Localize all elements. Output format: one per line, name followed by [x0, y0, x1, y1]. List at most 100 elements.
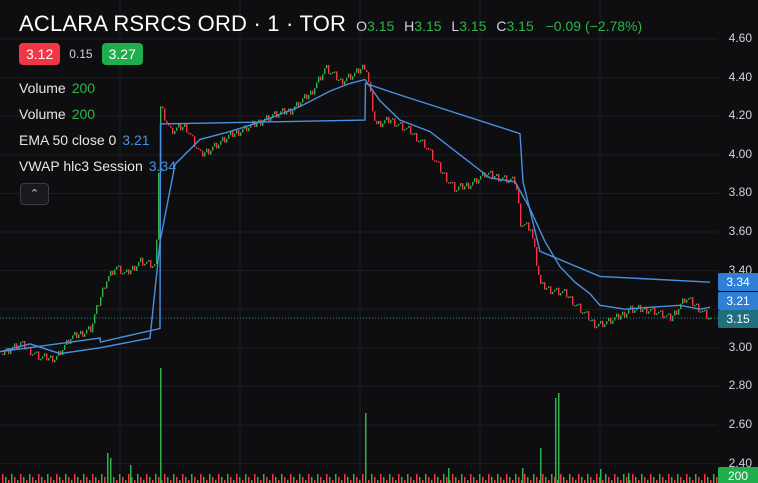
- volume-bar: [203, 477, 205, 483]
- volume-bar: [635, 477, 637, 483]
- spread-value: 0.15: [69, 47, 93, 61]
- candle: [110, 270, 112, 277]
- candle: [150, 259, 152, 268]
- legend-volume-1[interactable]: Volume 200: [19, 80, 95, 96]
- volume-price-label: 200: [718, 467, 758, 483]
- candle: [314, 88, 316, 95]
- candle: [536, 247, 538, 266]
- sell-button[interactable]: 3.12: [19, 43, 61, 65]
- candle: [496, 174, 498, 177]
- volume-bar: [98, 480, 100, 483]
- candle: [42, 356, 44, 359]
- candle: [474, 178, 476, 182]
- volume-bar: [665, 480, 667, 483]
- volume-bar: [500, 477, 502, 483]
- volume-bar: [647, 480, 649, 483]
- y-tick-label: 4.40: [728, 69, 752, 84]
- volume-bar: [128, 474, 130, 483]
- candle: [36, 351, 38, 353]
- candle: [624, 311, 626, 318]
- candle: [642, 309, 644, 313]
- volume-bar: [392, 477, 394, 483]
- candle: [638, 304, 640, 308]
- collapse-legend-button[interactable]: ⌃: [20, 183, 49, 205]
- volume-bar: [338, 477, 340, 483]
- candle: [162, 106, 164, 109]
- volume-bar: [212, 477, 214, 483]
- volume-bar: [17, 480, 19, 483]
- legend-label: Volume: [19, 106, 66, 122]
- volume-bar: [146, 474, 148, 483]
- buy-button[interactable]: 3.27: [101, 43, 143, 65]
- volume-bar: [614, 474, 616, 483]
- volume-bar: [41, 477, 43, 483]
- candle: [658, 311, 660, 314]
- candle: [662, 310, 664, 319]
- volume-bar: [44, 480, 46, 483]
- volume-bar: [341, 480, 343, 483]
- y-tick-label: 4.00: [728, 146, 752, 161]
- candle: [542, 282, 544, 284]
- candle: [686, 299, 688, 303]
- candle: [312, 90, 314, 95]
- candle: [158, 172, 160, 240]
- candle: [572, 296, 574, 306]
- volume-bar: [236, 474, 238, 483]
- volume-bar: [662, 477, 664, 483]
- volume-bar: [692, 480, 694, 483]
- volume-bar: [266, 477, 268, 483]
- legend-vwap[interactable]: VWAP hlc3 Session 3.34: [19, 158, 176, 174]
- volume-bar: [506, 474, 508, 483]
- volume-bar: [404, 480, 406, 483]
- legend-ema[interactable]: EMA 50 close 0 3.21: [19, 132, 150, 148]
- legend-value: 200: [71, 106, 96, 122]
- volume-bar: [386, 480, 388, 483]
- high-value: 3.15: [414, 18, 442, 34]
- high-label: H: [404, 18, 415, 34]
- candle: [492, 170, 494, 179]
- candle: [412, 133, 414, 136]
- candle: [288, 108, 290, 112]
- candle: [186, 123, 188, 133]
- volume-bar: [353, 474, 355, 483]
- candle: [390, 119, 392, 124]
- volume-bar: [587, 474, 589, 483]
- volume-bar: [380, 474, 382, 483]
- volume-bar: [194, 477, 196, 483]
- candle: [272, 114, 274, 118]
- y-tick-label: 2.80: [728, 378, 752, 393]
- candle: [46, 353, 48, 361]
- y-tick-label: 4.60: [728, 31, 752, 45]
- symbol-title[interactable]: ACLARA RSRCS ORD · 1 · TOR: [19, 11, 347, 36]
- candle: [646, 306, 648, 314]
- volume-bar: [182, 474, 184, 483]
- volume-bar: [569, 474, 571, 483]
- candle: [166, 120, 168, 124]
- candle: [584, 311, 586, 314]
- volume-bar: [437, 477, 439, 483]
- candle: [408, 126, 410, 128]
- volume-bar: [440, 480, 442, 483]
- volume-bar: [596, 474, 598, 483]
- volume-bar: [644, 477, 646, 483]
- volume-bar: [558, 393, 560, 483]
- candle: [226, 138, 228, 143]
- volume-bar: [479, 474, 481, 483]
- candle: [682, 298, 684, 304]
- candle: [676, 310, 678, 315]
- volume-bar: [593, 480, 595, 483]
- change-value: −0.09 (−2.78%): [545, 18, 643, 34]
- volume-bar: [659, 474, 661, 483]
- candle: [40, 358, 42, 361]
- volume-bar: [401, 477, 403, 483]
- volume-bar: [455, 477, 457, 483]
- legend-volume-2[interactable]: Volume 200: [19, 106, 95, 122]
- candle: [92, 323, 94, 333]
- candle: [238, 130, 240, 136]
- candle: [204, 152, 206, 157]
- candle: [230, 130, 232, 136]
- candle: [626, 313, 628, 318]
- open-value: 3.15: [367, 18, 395, 34]
- candle: [656, 313, 658, 315]
